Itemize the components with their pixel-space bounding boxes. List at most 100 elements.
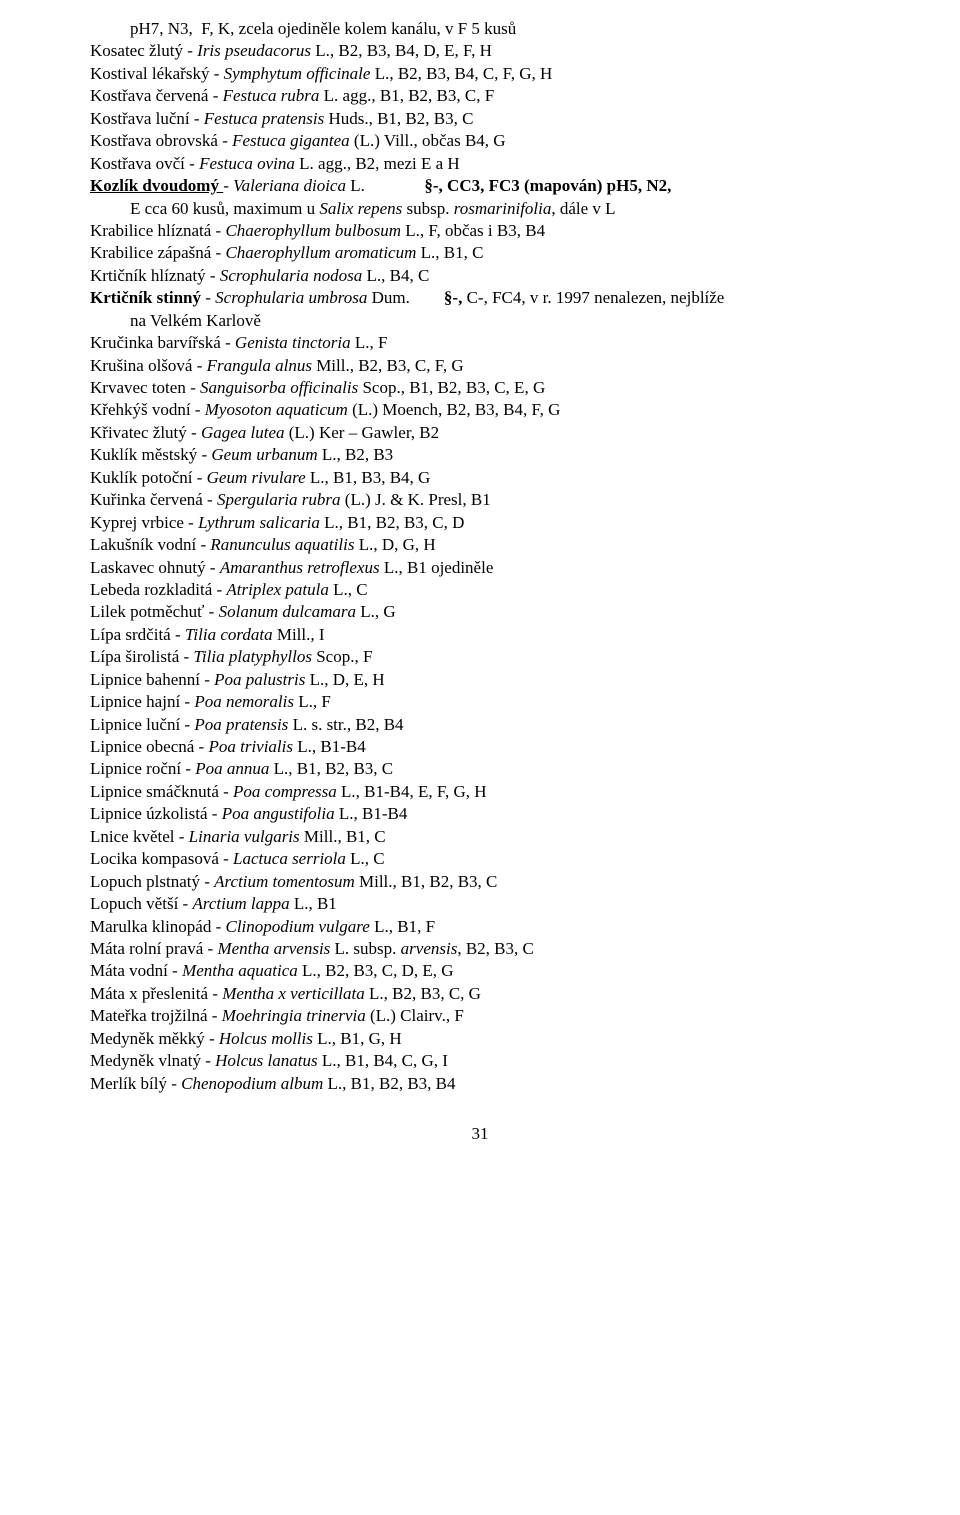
text-segment: (L.) Vill., občas B4, G — [354, 131, 506, 150]
text-segment: Amaranthus retroflexus — [220, 558, 384, 577]
text-segment: Marulka klinopád - — [90, 917, 226, 936]
text-segment: Mentha x verticillata — [222, 984, 369, 1003]
text-segment: (L.) Clairv., F — [370, 1006, 464, 1025]
text-segment: Lebeda rozkladitá - — [90, 580, 226, 599]
text-segment: , dále v L — [551, 199, 615, 218]
text-segment: Krtičník stinný — [90, 288, 201, 307]
text-segment: , — [310, 625, 319, 644]
text-segment: Kručinka barvířská - — [90, 333, 235, 352]
text-segment: L., B1-B4, E, F, G, H — [341, 782, 487, 801]
text-segment: Kuklík městský - — [90, 445, 211, 464]
text-line: Kručinka barvířská - Genista tinctoria L… — [90, 332, 870, 354]
text-segment: Krvavec toten - — [90, 378, 200, 397]
text-segment: Kozlík dvoudomý — [90, 176, 223, 195]
text-segment: Valeriana dioica — [233, 176, 350, 195]
text-segment: Krabilice hlíznatá - — [90, 221, 225, 240]
text-line: Merlík bílý - Chenopodium album L., B1, … — [90, 1073, 870, 1095]
text-segment: Mill. — [277, 625, 311, 644]
text-segment: Mill., B1, C — [304, 827, 386, 846]
text-segment: L., B1, B3, B4, G — [310, 468, 430, 487]
text-line: Kostřava ovčí - Festuca ovina L. agg., B… — [90, 153, 870, 175]
text-line: Kuklík městský - Geum urbanum L., B2, B3 — [90, 444, 870, 466]
text-segment: L., F, občas i B3, B4 — [405, 221, 545, 240]
text-line: Křivatec žlutý - Gagea lutea (L.) Ker – … — [90, 422, 870, 444]
text-segment: Geum rivulare — [207, 468, 310, 487]
text-segment: Merlík bílý - — [90, 1074, 181, 1093]
text-line: Kuřinka červená - Spergularia rubra (L.)… — [90, 489, 870, 511]
text-segment: , B2, B3, C — [457, 939, 534, 958]
text-segment: Krušina olšová - — [90, 356, 207, 375]
text-segment: Lakušník vodní - — [90, 535, 210, 554]
text-segment: na Velkém Karlově — [130, 311, 261, 330]
text-segment: rosmarinifolia — [454, 199, 552, 218]
text-line: Krtičník stinný - Scrophularia umbrosa D… — [90, 287, 870, 309]
text-segment: L. subsp. — [335, 939, 401, 958]
text-segment: Poa annua — [195, 759, 273, 778]
text-segment: L., B2, B3, B4, D, E, F, H — [315, 41, 492, 60]
text-segment: Máta rolní pravá - — [90, 939, 217, 958]
text-line: Krušina olšová - Frangula alnus Mill., B… — [90, 355, 870, 377]
text-line: Krvavec toten - Sanguisorba officinalis … — [90, 377, 870, 399]
text-segment: Arctium lappa — [192, 894, 293, 913]
text-segment: Mill., B2, B3, C, F, G — [316, 356, 463, 375]
text-segment: Poa angustifolia — [222, 804, 339, 823]
text-segment: L. agg., B1, B2, B3, C, F — [324, 86, 495, 105]
text-line: Krtičník hlíznatý - Scrophularia nodosa … — [90, 265, 870, 287]
text-segment: Kostival lékařský - — [90, 64, 224, 83]
text-line: Krabilice hlíznatá - Chaerophyllum bulbo… — [90, 220, 870, 242]
text-segment: Sanguisorba officinalis — [200, 378, 362, 397]
text-segment: I — [319, 625, 325, 644]
text-segment: Holcus lanatus — [215, 1051, 322, 1070]
text-segment: L., C — [350, 849, 384, 868]
text-segment: Kuklík potoční - — [90, 468, 207, 487]
text-segment: Iris pseudacorus — [197, 41, 315, 60]
text-segment: Festuca rubra — [223, 86, 324, 105]
text-segment: Spergularia rubra — [217, 490, 345, 509]
text-line: Lopuch plstnatý - Arctium tomentosum Mil… — [90, 871, 870, 893]
text-segment: Lopuch větší - — [90, 894, 192, 913]
text-line: Kuklík potoční - Geum rivulare L., B1, B… — [90, 467, 870, 489]
text-line: Krabilice zápašná - Chaerophyllum aromat… — [90, 242, 870, 264]
text-segment: Kostřava luční - — [90, 109, 204, 128]
text-segment: L. s. str., B2, B4 — [293, 715, 404, 734]
text-segment: Medyněk vlnatý - — [90, 1051, 215, 1070]
text-line: Lebeda rozkladitá - Atriplex patula L., … — [90, 579, 870, 601]
text-line: Lnice květel - Linaria vulgaris Mill., B… — [90, 826, 870, 848]
text-segment: Scrophularia nodosa — [220, 266, 367, 285]
text-segment: arvensis — [401, 939, 458, 958]
text-segment: Chaerophyllum bulbosum — [225, 221, 405, 240]
text-line: Locika kompasová - Lactuca serriola L., … — [90, 848, 870, 870]
text-segment: Lipnice bahenní - — [90, 670, 214, 689]
text-segment: Kostřava červená - — [90, 86, 223, 105]
text-segment: Poa nemoralis — [194, 692, 298, 711]
text-line: Máta vodní - Mentha aquatica L., B2, B3,… — [90, 960, 870, 982]
text-line: Lipnice úzkolistá - Poa angustifolia L.,… — [90, 803, 870, 825]
text-segment: Holcus mollis — [219, 1029, 317, 1048]
text-line: Kosatec žlutý - Iris pseudacorus L., B2,… — [90, 40, 870, 62]
text-segment: L., B1, B2, B3, C — [274, 759, 394, 778]
text-segment: Lactuca serriola — [233, 849, 350, 868]
text-segment: Ranunculus aquatilis — [210, 535, 358, 554]
text-segment: L., B1, B4, C, G, I — [322, 1051, 448, 1070]
text-segment: Lipnice luční - — [90, 715, 194, 734]
text-segment: §-, — [444, 288, 467, 307]
text-segment: (L.) Ker – Gawler, B2 — [289, 423, 439, 442]
text-line: Lipnice hajní - Poa nemoralis L., F — [90, 691, 870, 713]
text-segment: Tilia cordata — [185, 625, 277, 644]
text-line: pH7, N3, F, K, zcela ojediněle kolem kan… — [90, 18, 870, 40]
text-segment: L., B1 ojediněle — [384, 558, 494, 577]
text-segment: L., F — [298, 692, 331, 711]
text-segment: E cca 60 kusů, maximum u — [130, 199, 319, 218]
text-segment: L. — [350, 176, 424, 195]
text-line: Kostřava luční - Festuca pratensis Huds.… — [90, 108, 870, 130]
text-line: Lípa širolistá - Tilia platyphyllos Scop… — [90, 646, 870, 668]
text-segment: §-, CC3, FC3 (mapován) pH5, N2, — [424, 176, 671, 195]
text-segment: Locika kompasová - — [90, 849, 233, 868]
text-segment: Genista tinctoria — [235, 333, 355, 352]
text-segment: L., D, E, H — [310, 670, 385, 689]
text-segment: L., F — [355, 333, 388, 352]
text-segment: Myosoton aquaticum — [205, 400, 352, 419]
text-segment: Poa pratensis — [194, 715, 292, 734]
text-segment: L., B2, B3, C, G — [369, 984, 481, 1003]
text-line: Kozlík dvoudomý - Valeriana dioica L. §-… — [90, 175, 870, 197]
